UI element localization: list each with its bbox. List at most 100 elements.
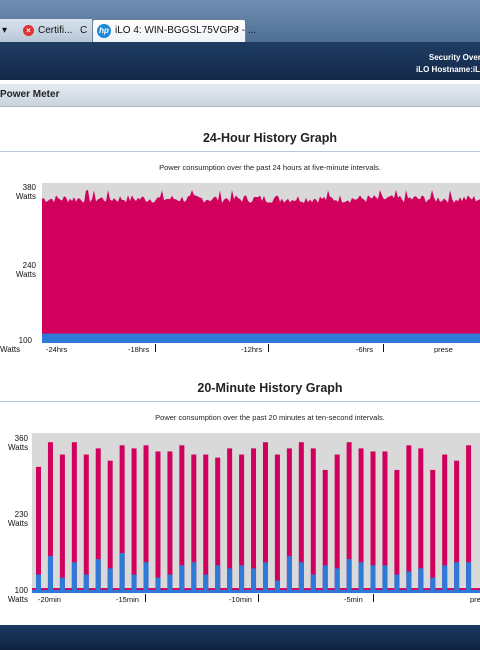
x-tick-label: pre <box>470 595 480 603</box>
x-tick-mark <box>258 594 259 602</box>
average-spike-bar <box>406 571 412 593</box>
peak-spike-bar <box>167 451 173 593</box>
average-spike-bar <box>239 565 245 593</box>
average-spike-bar <box>143 562 149 593</box>
peak-spike-bar <box>179 445 185 593</box>
browser-tab-strip: ▾ × Certifi... C hp iLO 4: WIN-BGGSL75VG… <box>0 0 480 43</box>
peak-spike-bar <box>466 445 472 593</box>
peak-spike-bar <box>83 454 89 593</box>
series-average-area <box>42 333 480 343</box>
peak-spike-bar <box>191 454 197 593</box>
average-spike-bar <box>442 565 448 593</box>
average-spike-bar <box>394 574 400 593</box>
peak-spike-bar <box>334 454 340 593</box>
browser-tab-ilo[interactable]: hp iLO 4: WIN-BGGSL75VGPJ - ... × <box>92 19 256 43</box>
graph-24h-ylabel-bottom: 100 Watts <box>0 336 32 354</box>
average-spike-bar <box>251 568 257 593</box>
peak-spike-bar <box>36 466 41 593</box>
dropdown-icon[interactable]: ▾ <box>2 25 8 36</box>
x-tick-mark <box>383 344 384 352</box>
x-tick-label: -10min <box>229 595 252 603</box>
graph-24h-ylabel-top: 380 Watts <box>15 183 36 201</box>
peak-spike-bar <box>286 448 292 593</box>
peak-spike-bar <box>298 442 304 593</box>
security-override-text[interactable]: Security Overr <box>428 53 480 62</box>
peak-spike-bar <box>346 442 352 593</box>
graph-20m-ylabel-mid: 230 Watts <box>7 510 28 528</box>
hp-logo-icon: hp <box>97 24 111 38</box>
average-spike-bar <box>418 568 424 593</box>
browser-tab-certificate[interactable]: ▾ × Certifi... C <box>0 19 93 42</box>
average-spike-bar <box>107 568 113 593</box>
peak-spike-bar <box>394 469 400 593</box>
x-tick-mark <box>373 594 374 602</box>
x-tick-mark <box>155 344 156 352</box>
peak-spike-bar <box>442 454 448 593</box>
graph-20m-ylabel-top: 360 Watts <box>8 434 29 452</box>
peak-spike-bar <box>274 454 280 593</box>
ilo-header: Security Overr iLO Hostname:iL <box>0 42 480 80</box>
average-spike-bar <box>274 580 280 593</box>
x-tick-label: -24hrs <box>46 345 68 353</box>
peak-spike-bar <box>370 451 376 593</box>
average-spike-bar <box>382 565 388 593</box>
page-title: Power Meter <box>0 89 60 100</box>
page-title-bar: Power Meter <box>0 84 480 107</box>
average-spike-bar <box>430 577 436 593</box>
average-spike-bar <box>191 562 197 593</box>
close-tab-icon[interactable]: × <box>233 24 240 36</box>
average-spike-bar <box>262 562 268 593</box>
average-spike-bar <box>346 559 352 593</box>
tab-title: iLO 4: WIN-BGGSL75VGPJ - ... <box>115 25 257 36</box>
peak-spike-bar <box>47 442 53 593</box>
peak-spike-bar <box>215 457 221 593</box>
average-spike-bar <box>71 562 77 593</box>
average-spike-bar <box>47 556 53 593</box>
peak-spike-bar <box>454 460 460 593</box>
average-spike-bar <box>36 574 41 593</box>
average-spike-bar <box>370 565 376 593</box>
average-spike-bar <box>131 574 137 593</box>
average-spike-bar <box>334 568 340 593</box>
graph-20m-divider <box>0 401 480 402</box>
peak-spike-bar <box>382 451 388 593</box>
x-tick-mark <box>145 594 146 602</box>
peak-spike-bar <box>155 451 161 593</box>
peak-spike-bar <box>239 454 245 593</box>
graph-20m-title: 20-Minute History Graph <box>197 381 343 395</box>
average-spike-bar <box>322 565 328 593</box>
x-tick-label: -12hrs <box>241 345 263 353</box>
x-tick-label: -6hrs <box>356 345 373 353</box>
peak-spike-bar <box>59 454 65 593</box>
refresh-icon[interactable]: C <box>80 25 88 36</box>
tab-left-label: Certifi... <box>38 25 73 36</box>
peak-spike-bar <box>406 445 412 593</box>
ilo-hostname-text: iLO Hostname:iL <box>415 65 480 74</box>
graph-20m-ylabel-bottom: 100 Watts <box>7 586 28 604</box>
peak-spike-bar <box>322 469 328 593</box>
x-tick-label: -15min <box>116 595 139 603</box>
content-area: 24-Hour History Graph Power consumption … <box>0 107 480 625</box>
average-spike-bar <box>155 577 161 593</box>
peak-spike-bar <box>143 445 149 593</box>
peak-spike-bar <box>251 448 257 593</box>
peak-spike-bar <box>95 448 101 593</box>
x-tick-label: -5min <box>344 595 363 603</box>
graph-24h-ylabel-mid: 240 Watts <box>15 261 36 279</box>
certificate-error-icon: × <box>23 25 34 36</box>
average-spike-bar <box>119 553 125 593</box>
average-spike-bar <box>203 574 209 593</box>
peak-spike-bar <box>203 454 209 593</box>
average-spike-bar <box>95 559 101 593</box>
x-tick-label: -20min <box>38 595 61 603</box>
graph-24h-title: 24-Hour History Graph <box>202 131 338 145</box>
average-spike-bar <box>83 574 89 593</box>
average-spike-bar <box>227 568 233 593</box>
series-peak-area <box>42 189 480 343</box>
peak-spike-bar <box>71 442 77 593</box>
x-tick-mark <box>268 344 269 352</box>
graph-20m-description: Power consumption over the past 20 minut… <box>155 413 385 422</box>
graph-24h-plot: -24hrs -18hrs -12hrs -6hrs prese <box>42 183 480 353</box>
peak-spike-bar <box>358 448 364 593</box>
graph-20m-plot: -20min -15min -10min -5min pre <box>32 433 480 603</box>
